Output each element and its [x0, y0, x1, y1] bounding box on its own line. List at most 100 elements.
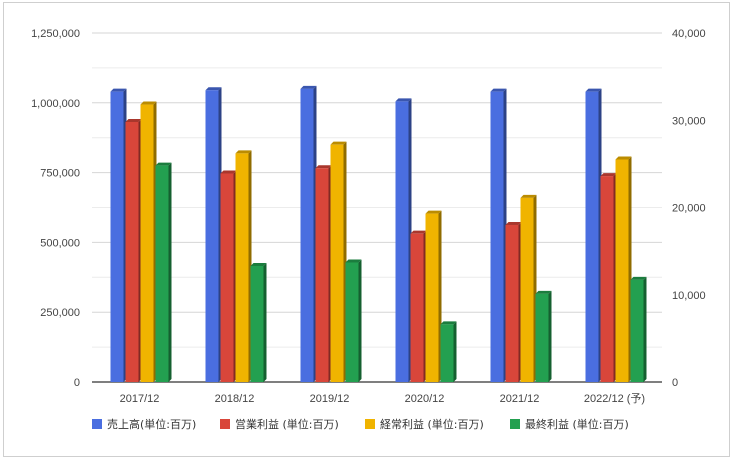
- bar: [155, 162, 172, 382]
- bar-face: [315, 168, 329, 382]
- x-tick-label: 2021/12: [500, 393, 540, 405]
- bar-face: [235, 153, 249, 382]
- bar-face: [330, 144, 344, 382]
- left-tick-label: 0: [74, 377, 80, 389]
- bar-side: [168, 162, 172, 382]
- bar: [410, 230, 427, 382]
- legend-label: 売上高(単位:百万): [107, 417, 196, 431]
- bar-top: [330, 141, 347, 145]
- legend: 売上高(単位:百万) 営業利益 (単位:百万) 経常利益 (単位:百万) 最終利益 (…: [92, 417, 629, 431]
- bar-side: [263, 262, 267, 382]
- bar-face: [205, 90, 219, 383]
- bar: [585, 88, 602, 382]
- bar-side: [643, 276, 647, 382]
- bar-top: [110, 88, 127, 92]
- x-tick-label: 2018/12: [215, 393, 255, 405]
- bar-top: [315, 165, 332, 169]
- bar-top: [615, 156, 632, 160]
- bar-face: [345, 262, 359, 382]
- bar-face: [440, 324, 454, 382]
- bar-top: [155, 162, 172, 166]
- bar: [205, 87, 222, 383]
- bar: [220, 170, 237, 382]
- bar-top: [630, 276, 647, 280]
- bars: [110, 85, 647, 383]
- right-tick-label: 30,000: [672, 115, 706, 127]
- left-tick-label: 1,250,000: [31, 28, 80, 40]
- bar: [505, 221, 522, 382]
- bar-face: [615, 159, 629, 382]
- bar-top: [220, 170, 237, 174]
- bar-top: [520, 194, 537, 198]
- bar: [125, 118, 142, 383]
- legend-swatch: [92, 419, 102, 429]
- bar-top: [205, 87, 222, 91]
- bar: [425, 210, 442, 382]
- left-tick-label: 750,000: [40, 168, 80, 180]
- bar: [440, 321, 457, 382]
- left-axis-ticks: 0 250,000 500,000 750,000 1,000,000 1,250,000: [31, 28, 80, 389]
- bar-top: [440, 321, 457, 325]
- bar-side: [548, 290, 552, 382]
- bar-face: [490, 91, 504, 382]
- legend-swatch: [365, 419, 375, 429]
- bar: [615, 156, 632, 382]
- right-tick-label: 40,000: [672, 28, 706, 40]
- bar: [345, 259, 362, 382]
- bar-face: [250, 265, 264, 382]
- legend-item: 営業利益 (単位:百万): [220, 417, 339, 431]
- bar: [395, 98, 412, 383]
- bar-face: [520, 197, 534, 382]
- x-tick-label: 2020/12: [405, 393, 445, 405]
- bar-top: [235, 150, 252, 154]
- bar-side: [358, 259, 362, 382]
- left-tick-label: 500,000: [40, 237, 80, 249]
- x-tick-label: 2022/12 (予): [584, 392, 645, 405]
- bar-top: [345, 259, 362, 263]
- bar-face: [155, 165, 169, 382]
- legend-item: 経常利益 (単位:百万): [365, 417, 484, 431]
- bar: [520, 194, 537, 382]
- legend-label: 営業利益 (単位:百万): [235, 417, 339, 431]
- legend-item: 売上高(単位:百万): [92, 417, 196, 431]
- bar-top: [410, 230, 427, 234]
- bar-face: [125, 121, 139, 383]
- x-axis-ticks: 2017/12 2018/12 2019/12 2020/12 2021/12 2022/…: [120, 392, 645, 405]
- bar-top: [140, 101, 157, 105]
- bar-side: [453, 321, 457, 382]
- bar: [300, 85, 317, 382]
- legend-label: 最終利益 (単位:百万): [525, 417, 629, 431]
- bar-face: [505, 224, 519, 382]
- bar: [330, 141, 347, 382]
- x-tick-label: 2017/12: [120, 393, 160, 405]
- bar: [600, 173, 617, 382]
- bar-face: [395, 101, 409, 383]
- gridlines: [92, 32, 662, 383]
- legend-label: 経常利益 (単位:百万): [380, 417, 484, 431]
- bar-top: [490, 88, 507, 92]
- bar-top: [425, 210, 442, 214]
- legend-swatch: [510, 419, 520, 429]
- bar: [315, 165, 332, 382]
- bar-top: [505, 221, 522, 225]
- bar: [535, 290, 552, 382]
- right-tick-label: 0: [672, 377, 678, 389]
- bar-top: [125, 118, 142, 122]
- bar: [250, 262, 267, 382]
- bar: [235, 150, 252, 382]
- bar-top: [600, 173, 617, 177]
- left-tick-label: 1,000,000: [31, 98, 80, 110]
- legend-swatch: [220, 419, 230, 429]
- bar: [490, 88, 507, 382]
- bar-face: [585, 91, 599, 382]
- bar-top: [585, 88, 602, 92]
- right-tick-label: 20,000: [672, 203, 706, 215]
- bar-face: [630, 279, 644, 382]
- bar-face: [220, 173, 234, 382]
- bar: [630, 276, 647, 382]
- right-axis-ticks: 0 10,000 20,000 30,000 40,000: [672, 28, 706, 389]
- bar-top: [395, 98, 412, 102]
- bar-face: [410, 233, 424, 382]
- bar: [110, 88, 127, 382]
